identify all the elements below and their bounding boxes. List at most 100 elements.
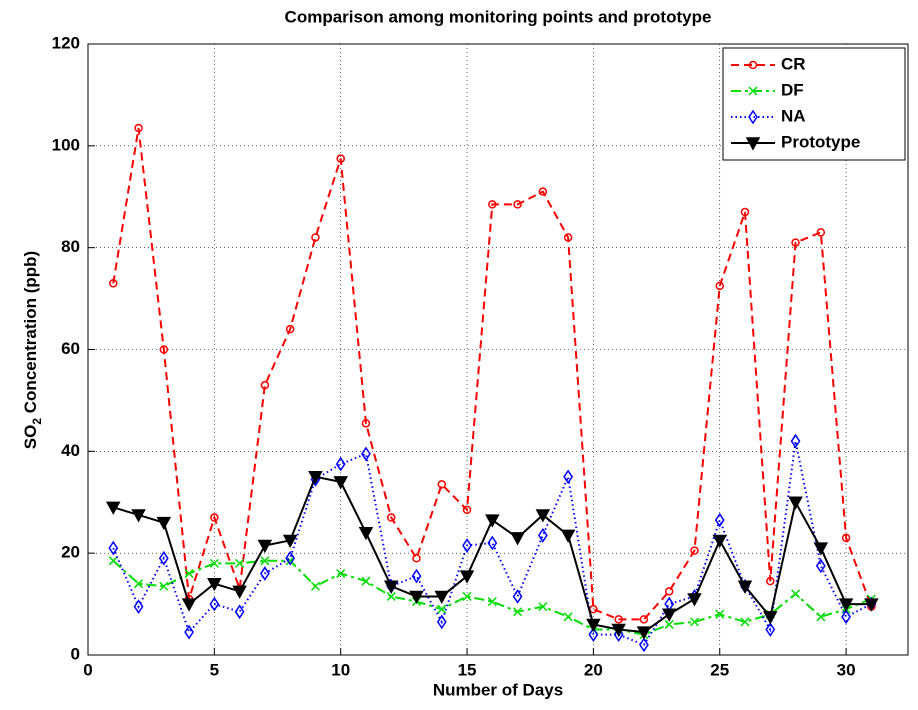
- marker: [513, 607, 523, 617]
- marker: [260, 380, 270, 390]
- marker: [512, 589, 523, 604]
- x-tick-label: 5: [210, 660, 219, 679]
- y-tick-label: 40: [61, 441, 80, 460]
- marker: [207, 577, 222, 592]
- marker: [636, 626, 652, 640]
- y-tick-label: 120: [52, 33, 80, 52]
- marker: [816, 228, 826, 237]
- marker: [285, 556, 295, 566]
- marker: [488, 200, 497, 209]
- marker: [560, 529, 576, 543]
- x-tick-label: 10: [331, 660, 350, 679]
- marker: [434, 590, 450, 605]
- marker: [462, 538, 472, 553]
- marker: [134, 123, 143, 133]
- marker: [437, 480, 447, 489]
- marker: [816, 612, 826, 622]
- marker: [409, 590, 424, 605]
- marker: [510, 532, 525, 546]
- marker: [260, 556, 270, 566]
- marker: [285, 324, 295, 334]
- marker: [639, 615, 649, 624]
- marker: [487, 535, 498, 551]
- marker: [209, 558, 219, 568]
- marker: [613, 627, 624, 642]
- marker: [765, 622, 776, 637]
- y-axis-label-text: SO: [21, 425, 40, 450]
- marker: [386, 513, 396, 522]
- y-axis-label: SO2 Concentration (ppb): [21, 251, 44, 449]
- x-tick-label: 30: [837, 660, 856, 679]
- x-tick-label: 25: [710, 660, 729, 679]
- x-tick-label: 0: [83, 660, 92, 679]
- marker: [715, 281, 724, 291]
- marker: [181, 598, 197, 612]
- marker: [333, 476, 348, 490]
- marker: [133, 599, 144, 614]
- y-tick-label: 80: [61, 237, 80, 256]
- marker: [538, 187, 548, 196]
- marker: [791, 238, 800, 247]
- marker: [209, 596, 220, 612]
- legend: CR DF NA Prototype: [722, 47, 906, 161]
- marker: [234, 604, 245, 620]
- marker: [661, 608, 677, 622]
- marker: [109, 279, 118, 288]
- marker: [864, 598, 879, 612]
- marker: [383, 580, 399, 594]
- marker: [184, 624, 194, 640]
- marker: [737, 580, 753, 594]
- y-axis-label-rest: Concentration (ppb): [21, 251, 40, 418]
- marker: [411, 568, 422, 584]
- marker: [437, 604, 447, 614]
- y-tick-label: 100: [52, 135, 80, 154]
- marker: [664, 619, 674, 629]
- marker: [712, 534, 728, 549]
- legend-label: CR: [781, 54, 806, 73]
- marker: [766, 576, 775, 586]
- marker: [282, 534, 298, 549]
- marker: [841, 533, 851, 543]
- marker: [537, 527, 548, 543]
- marker: [715, 609, 725, 619]
- marker: [311, 233, 320, 242]
- marker: [535, 509, 551, 523]
- marker: [763, 611, 778, 625]
- marker: [690, 546, 699, 555]
- marker: [336, 569, 346, 579]
- marker: [748, 86, 758, 96]
- marker: [748, 109, 758, 125]
- marker: [358, 527, 374, 541]
- legend-label: NA: [781, 106, 806, 125]
- marker: [235, 558, 245, 568]
- marker: [788, 496, 803, 510]
- marker: [791, 589, 801, 599]
- marker: [259, 566, 270, 581]
- marker: [838, 598, 854, 612]
- marker: [335, 456, 346, 472]
- marker: [790, 433, 801, 449]
- marker: [361, 576, 371, 586]
- marker: [611, 623, 626, 638]
- marker: [462, 505, 472, 515]
- marker: [664, 587, 674, 596]
- marker: [134, 579, 144, 589]
- x-tick-label: 15: [458, 660, 477, 679]
- marker: [462, 591, 472, 601]
- marker: [108, 540, 119, 556]
- plot-frame: [87, 43, 909, 656]
- marker: [159, 581, 169, 591]
- marker: [159, 345, 169, 354]
- marker: [386, 591, 396, 601]
- marker: [740, 207, 750, 217]
- marker: [210, 513, 219, 522]
- marker: [336, 154, 345, 163]
- marker: [614, 615, 623, 624]
- series-line: [112, 127, 873, 621]
- marker: [131, 509, 146, 523]
- marker: [513, 200, 522, 209]
- marker: [184, 569, 194, 579]
- marker: [538, 602, 548, 612]
- marker: [748, 60, 758, 70]
